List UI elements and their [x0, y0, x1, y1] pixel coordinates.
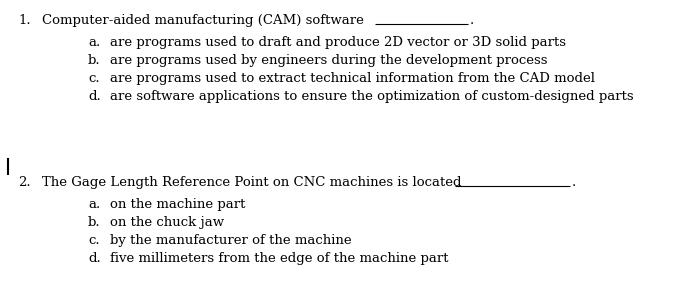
Text: Computer-aided manufacturing (CAM) software: Computer-aided manufacturing (CAM) softw… [42, 14, 364, 27]
Text: a.: a. [88, 36, 100, 49]
Text: by the manufacturer of the machine: by the manufacturer of the machine [110, 234, 351, 247]
Text: d.: d. [88, 252, 101, 265]
Text: are programs used to draft and produce 2D vector or 3D solid parts: are programs used to draft and produce 2… [110, 36, 566, 49]
Text: a.: a. [88, 198, 100, 211]
Text: The Gage Length Reference Point on CNC machines is located: The Gage Length Reference Point on CNC m… [42, 176, 461, 189]
Text: c.: c. [88, 234, 99, 247]
Text: d.: d. [88, 90, 101, 103]
Text: 2.: 2. [18, 176, 31, 189]
Text: on the chuck jaw: on the chuck jaw [110, 216, 224, 229]
Text: .: . [572, 176, 576, 189]
Text: b.: b. [88, 216, 101, 229]
Text: five millimeters from the edge of the machine part: five millimeters from the edge of the ma… [110, 252, 449, 265]
Text: are software applications to ensure the optimization of custom-designed parts: are software applications to ensure the … [110, 90, 634, 103]
Text: are programs used to extract technical information from the CAD model: are programs used to extract technical i… [110, 72, 595, 85]
Text: .: . [470, 14, 475, 27]
Text: are programs used by engineers during the development process: are programs used by engineers during th… [110, 54, 547, 67]
Text: b.: b. [88, 54, 101, 67]
Text: c.: c. [88, 72, 99, 85]
Text: 1.: 1. [18, 14, 31, 27]
Text: on the machine part: on the machine part [110, 198, 246, 211]
